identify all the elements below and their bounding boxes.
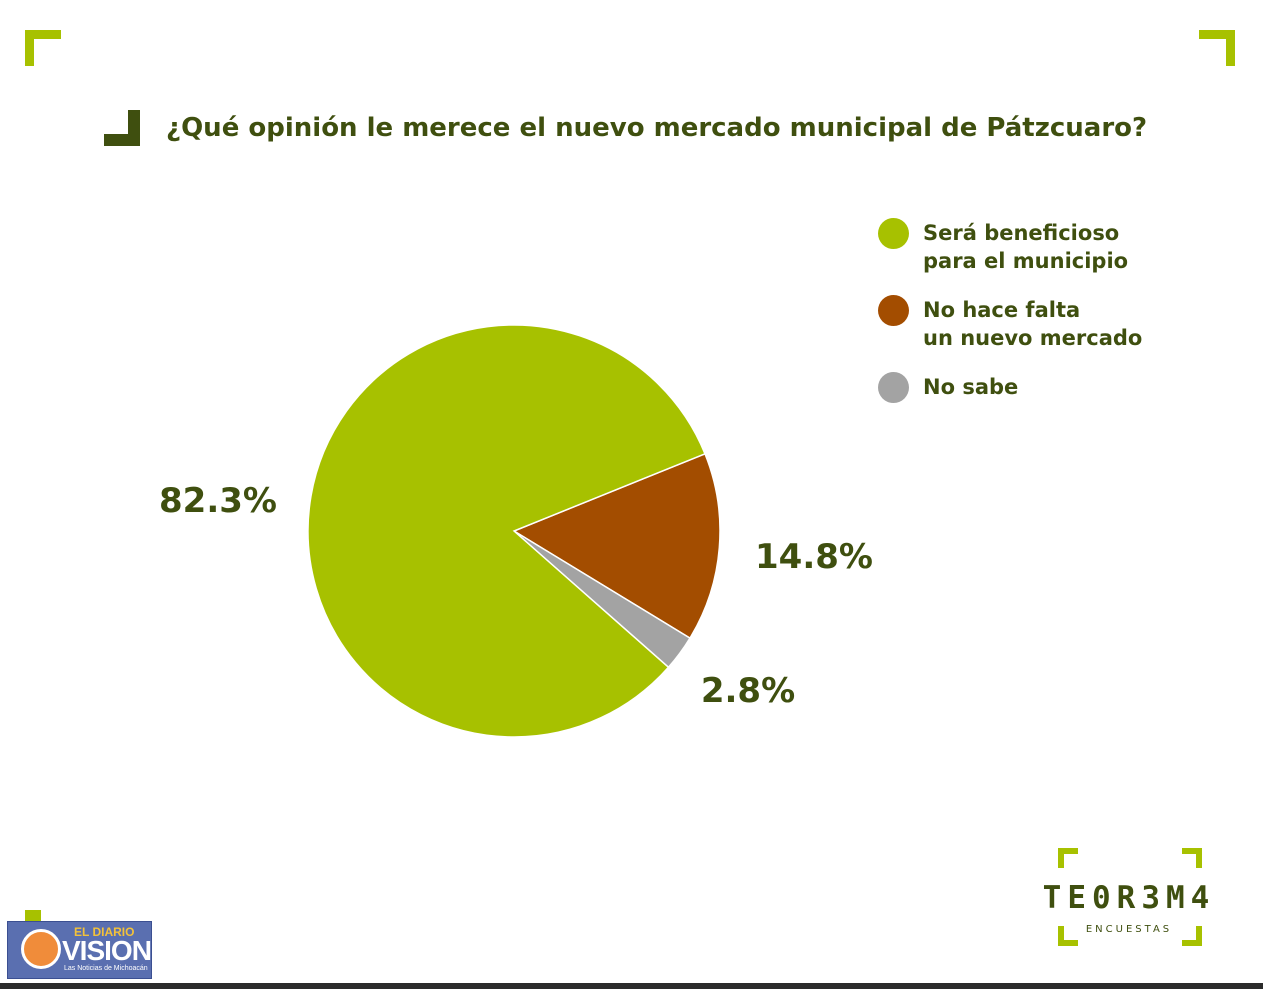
legend-label: No sabe [923,375,1019,399]
data-label-beneficioso: 82.3% [159,481,277,521]
bottom-border [0,983,1263,989]
pie-slice-no-hace-falta [512,452,721,640]
watermark-big-text: VISION [62,935,152,966]
data-label-no-sabe: 2.8% [701,671,795,711]
data-label-no-hace-falta: 14.8% [755,537,873,577]
watermark-small-text: EL DIARIO [74,925,135,939]
legend-item-beneficioso: Será beneficioso para el municipio [878,218,1218,275]
sun-icon [21,929,61,969]
watermark-tagline: Las Noticias de Michoacán [64,965,148,972]
corner-bracket-top-right [1199,30,1235,66]
legend-label: No hace falta un nuevo mercado [923,298,1143,350]
title-bullet-icon [104,110,140,146]
legend-label: Será beneficioso para el municipio [923,221,1129,273]
watermark-logo: EL DIARIO VISION Las Noticias de Michoac… [7,921,152,979]
legend-swatch [878,218,909,249]
pie-slice-beneficioso [307,324,706,738]
legend-item-no-sabe: No sabe [878,372,1218,403]
teorema-logo: TE0R3M4 ENCUESTAS [1018,848,1240,948]
chart-header: ¿Qué opinión le merece el nuevo mercado … [104,108,1147,148]
chart-title: ¿Qué opinión le merece el nuevo mercado … [166,113,1148,143]
logo-wordmark: TE0R3M4 [1042,880,1216,916]
corner-bracket-top-left [25,30,61,66]
legend-swatch [878,372,909,403]
chart-legend: Será beneficioso para el municipio No hac… [878,218,1218,423]
logo-subtitle: ENCUESTAS [1085,924,1173,935]
corner-bracket-bottom-left [25,910,41,924]
legend-item-no-hace-falta: No hace falta un nuevo mercado [878,295,1218,352]
legend-swatch [878,295,909,326]
